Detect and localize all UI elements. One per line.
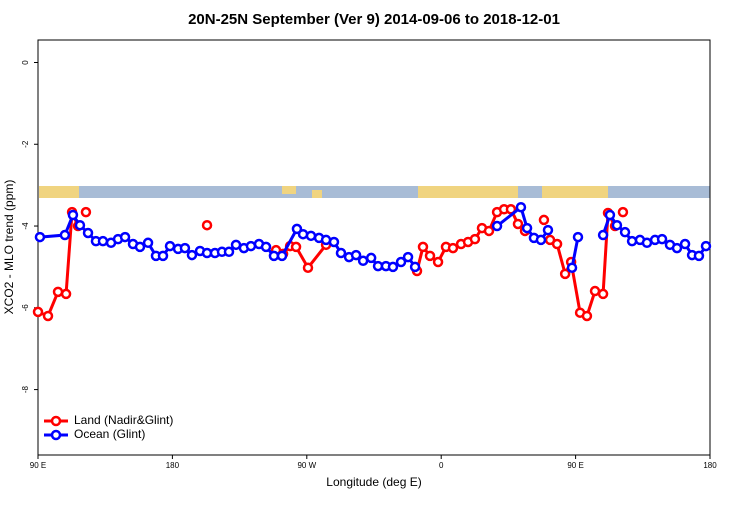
- point: [60, 288, 72, 300]
- point: [515, 201, 527, 213]
- point: [291, 223, 303, 235]
- land-patch: [542, 186, 608, 198]
- point: [387, 261, 399, 273]
- point: [611, 219, 623, 231]
- point: [617, 206, 629, 218]
- land-patch: [39, 186, 79, 198]
- point: [179, 242, 191, 254]
- y-tick-label: 0: [21, 60, 30, 65]
- point: [483, 225, 495, 237]
- point: [409, 261, 421, 273]
- y-axis-label: XCO2 - MLO trend (ppm): [2, 180, 16, 315]
- point: [80, 206, 92, 218]
- x-tick-label: 90 E: [567, 461, 583, 470]
- point: [260, 241, 272, 253]
- x-tick-label: 180: [166, 461, 180, 470]
- point: [32, 306, 44, 318]
- x-axis-label: Longitude (deg E): [326, 475, 421, 489]
- point: [42, 310, 54, 322]
- point: [134, 241, 146, 253]
- point: [276, 250, 288, 262]
- x-tick-label: 90 E: [30, 461, 46, 470]
- series-line: [38, 209, 623, 316]
- point: [395, 256, 407, 268]
- point: [604, 209, 616, 221]
- point: [542, 224, 554, 236]
- point: [290, 241, 302, 253]
- point: [417, 241, 429, 253]
- point: [201, 219, 213, 231]
- x-tick-label: 180: [703, 461, 717, 470]
- point: [626, 235, 638, 247]
- y-tick-label: -4: [21, 222, 30, 230]
- point: [142, 237, 154, 249]
- point: [52, 286, 64, 298]
- point: [245, 240, 257, 252]
- point: [350, 249, 362, 261]
- y-tick-label: -2: [21, 140, 30, 148]
- point: [335, 247, 347, 259]
- y-tick-label: -6: [21, 304, 30, 312]
- point: [447, 242, 459, 254]
- land-patch: [418, 186, 518, 198]
- point: [572, 231, 584, 243]
- point: [268, 250, 280, 262]
- point: [566, 262, 578, 273]
- point: [538, 214, 550, 226]
- land-patch: [282, 186, 296, 194]
- point: [693, 250, 705, 262]
- point: [597, 229, 609, 241]
- point: [97, 235, 109, 247]
- point: [365, 252, 377, 264]
- point: [535, 234, 547, 246]
- point: [402, 251, 414, 263]
- point: [521, 222, 533, 234]
- land-patch: [312, 190, 322, 198]
- point: [157, 250, 169, 262]
- point: [700, 240, 712, 252]
- point: [589, 285, 601, 297]
- point: [619, 226, 631, 238]
- y-tick-label: -8: [21, 385, 30, 393]
- point: [679, 238, 691, 250]
- x-tick-label: 0: [439, 461, 444, 470]
- point: [551, 238, 563, 250]
- point: [671, 242, 683, 254]
- point: [424, 250, 436, 262]
- point: [597, 288, 609, 300]
- point: [491, 220, 503, 232]
- legend-label: Land (Nadir&Glint): [74, 413, 173, 427]
- point: [302, 262, 314, 273]
- legend-label: Ocean (Glint): [74, 427, 145, 441]
- point: [74, 219, 86, 231]
- point: [328, 236, 340, 248]
- chart-title: 20N-25N September (Ver 9) 2014-09-06 to …: [188, 11, 560, 28]
- point: [305, 230, 317, 242]
- point: [656, 233, 668, 245]
- map-strip: [39, 186, 710, 198]
- point: [512, 218, 524, 230]
- point: [59, 229, 71, 241]
- point: [469, 233, 481, 245]
- point: [164, 240, 176, 252]
- ocean-band: [39, 186, 710, 198]
- point: [581, 310, 593, 322]
- point: [559, 268, 571, 280]
- point: [641, 237, 653, 249]
- point: [119, 231, 131, 243]
- point: [357, 255, 369, 267]
- point: [34, 231, 46, 243]
- point: [82, 227, 94, 239]
- legend-marker: [50, 429, 62, 441]
- x-tick-label: 90 W: [297, 461, 316, 470]
- point: [432, 256, 444, 268]
- point: [67, 209, 79, 221]
- point: [223, 246, 235, 258]
- point: [186, 249, 198, 261]
- legend-marker: [50, 415, 62, 427]
